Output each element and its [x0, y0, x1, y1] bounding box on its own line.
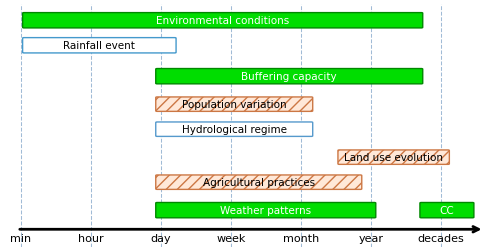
Text: year: year: [358, 233, 384, 243]
Text: Hydrological regime: Hydrological regime: [182, 125, 286, 135]
Text: month: month: [282, 233, 319, 243]
Text: week: week: [216, 233, 246, 243]
FancyBboxPatch shape: [156, 175, 362, 190]
Text: Weather patterns: Weather patterns: [220, 205, 312, 215]
FancyBboxPatch shape: [156, 203, 376, 218]
Text: Population variation: Population variation: [182, 100, 286, 110]
FancyBboxPatch shape: [420, 203, 474, 218]
Text: hour: hour: [78, 233, 104, 243]
Text: day: day: [150, 233, 171, 243]
Text: CC: CC: [440, 205, 454, 215]
Text: Environmental conditions: Environmental conditions: [156, 16, 290, 26]
Text: decades: decades: [418, 233, 465, 243]
FancyBboxPatch shape: [22, 14, 422, 29]
Text: Rainfall event: Rainfall event: [64, 41, 136, 51]
Text: min: min: [10, 233, 31, 243]
FancyBboxPatch shape: [156, 69, 422, 84]
FancyBboxPatch shape: [338, 150, 450, 165]
FancyBboxPatch shape: [156, 122, 312, 137]
Text: Agricultural practices: Agricultural practices: [202, 177, 315, 187]
Text: Buffering capacity: Buffering capacity: [242, 72, 337, 82]
FancyBboxPatch shape: [156, 98, 312, 112]
FancyBboxPatch shape: [22, 39, 176, 54]
Text: Land use evolution: Land use evolution: [344, 152, 443, 163]
